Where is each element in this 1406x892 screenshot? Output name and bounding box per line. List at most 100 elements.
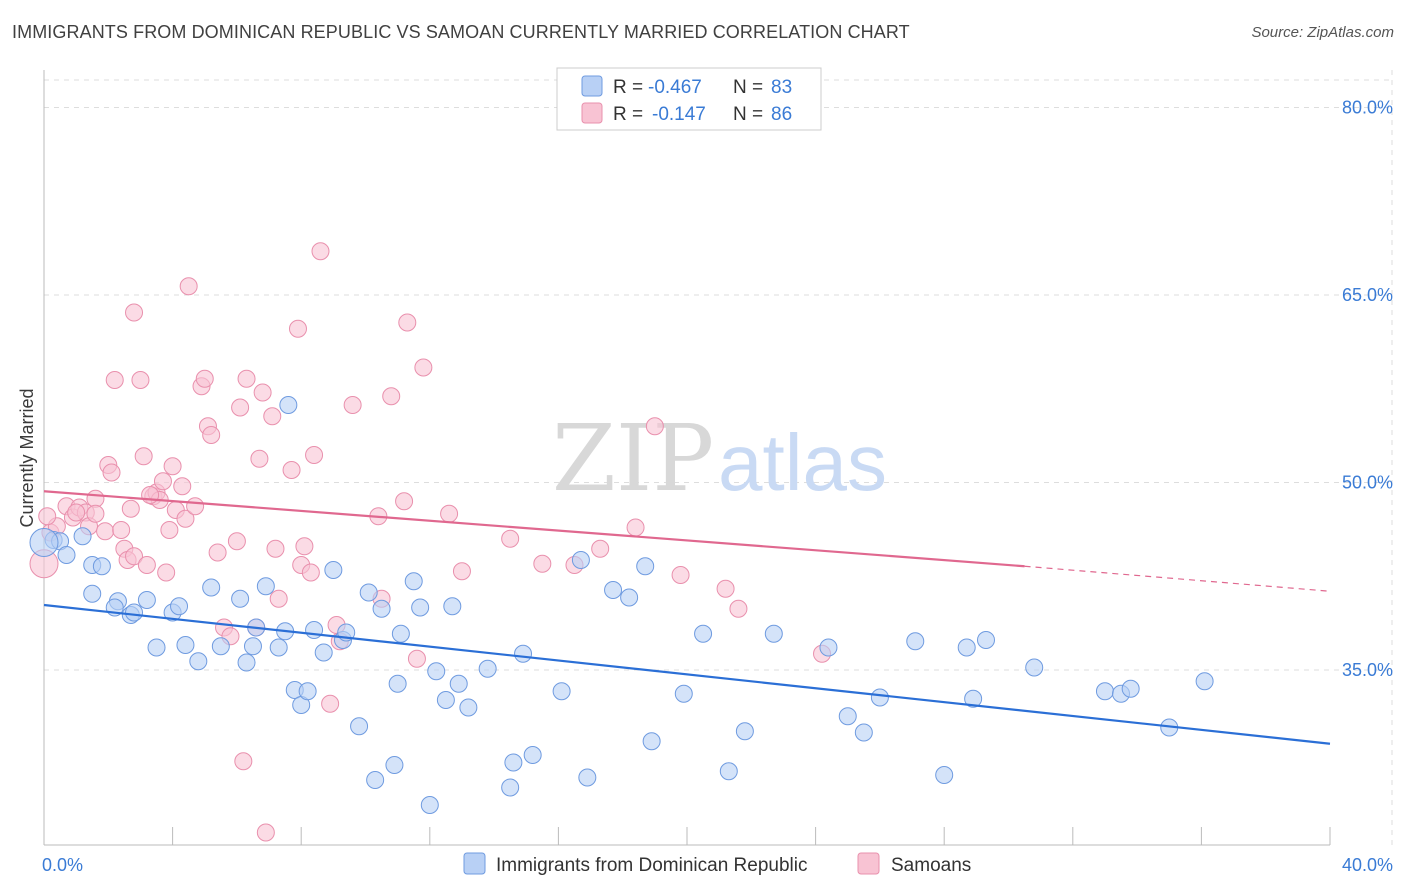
dominican-point-32 bbox=[324, 561, 343, 579]
dominican-point-34 bbox=[350, 717, 369, 736]
samoan-trend-extension bbox=[1024, 565, 1331, 592]
bottom-legend-label-dominican: Immigrants from Dominican Republic bbox=[496, 855, 808, 876]
samoan-point-39 bbox=[208, 543, 227, 562]
samoan-point-21 bbox=[134, 447, 153, 466]
series-legend: Immigrants from Dominican Republic Samoa… bbox=[463, 852, 971, 876]
dominican-point-17 bbox=[202, 578, 221, 597]
samoan-point-85 bbox=[227, 532, 246, 551]
dominican-point-78 bbox=[1121, 679, 1140, 698]
dominican-point-44 bbox=[427, 662, 446, 681]
samoan-point-20 bbox=[131, 371, 150, 389]
dominican-point-16 bbox=[189, 652, 208, 671]
samoan-point-38 bbox=[202, 426, 221, 444]
samoan-point-8 bbox=[86, 489, 105, 508]
dominican-point-49 bbox=[478, 659, 497, 678]
y-axis-label: Currently Married bbox=[17, 388, 37, 527]
samoan-point-34 bbox=[186, 497, 205, 516]
samoan-point-44 bbox=[237, 369, 256, 388]
dominican-point-47 bbox=[449, 674, 468, 693]
samoan-point-33 bbox=[179, 277, 198, 296]
legend-r-label-1: R = bbox=[613, 104, 643, 125]
bottom-legend-swatch-blue bbox=[463, 852, 486, 875]
bottom-legend-label-samoans: Samoans bbox=[891, 855, 971, 876]
bottom-legend-swatch-pink bbox=[857, 852, 880, 875]
samoan-point-72 bbox=[501, 529, 520, 548]
dominican-point-58 bbox=[620, 588, 639, 607]
legend-n-value-0: 83 bbox=[771, 77, 792, 98]
dominican-point-64 bbox=[735, 722, 754, 741]
dominican-point-66 bbox=[819, 638, 838, 657]
dominican-point-52 bbox=[514, 644, 533, 663]
samoan-point-36 bbox=[195, 369, 214, 388]
legend-r-label-0: R = bbox=[613, 77, 643, 98]
dominican-point-43 bbox=[420, 796, 439, 814]
samoan-point-57 bbox=[305, 446, 324, 464]
x-tick-labels: 0.0% 40.0% bbox=[42, 855, 1393, 875]
correlation-legend: R = -0.467 N = 83 R = -0.147 N = 86 bbox=[556, 67, 822, 131]
samoan-point-43 bbox=[234, 752, 253, 771]
samoan-point-47 bbox=[253, 383, 272, 402]
samoan-point-14 bbox=[112, 521, 131, 539]
dominican-point-12 bbox=[147, 638, 166, 657]
dominican-point-31 bbox=[314, 643, 333, 662]
samoan-point-26 bbox=[153, 472, 172, 491]
samoan-point-42 bbox=[231, 398, 250, 417]
dominican-point-37 bbox=[366, 771, 385, 789]
dominican-point-71 bbox=[935, 766, 954, 784]
samoan-point-80 bbox=[729, 599, 748, 618]
dominican-point-23 bbox=[256, 577, 275, 596]
chart-title: IMMIGRANTS FROM DOMINICAN REPUBLIC VS SA… bbox=[12, 22, 910, 42]
samoan-point-19 bbox=[125, 303, 144, 322]
dominican-point-2 bbox=[57, 546, 76, 564]
samoan-point-27 bbox=[157, 563, 176, 582]
samoan-point-49 bbox=[263, 407, 282, 426]
y-tick-labels: 35.0% 50.0% 65.0% 80.0% bbox=[1342, 98, 1393, 681]
axes bbox=[43, 70, 1331, 846]
dominican-point-30 bbox=[305, 621, 324, 639]
samoan-point-22 bbox=[137, 556, 156, 574]
dominican-point-53 bbox=[523, 746, 542, 764]
watermark-zip: ZIP bbox=[552, 405, 714, 512]
dominican-point-57 bbox=[604, 581, 623, 599]
samoan-point-18 bbox=[125, 547, 144, 566]
dominican-point-39 bbox=[388, 674, 407, 693]
dominican-point-29 bbox=[298, 682, 317, 701]
legend-n-label-0: N = bbox=[733, 77, 763, 98]
dominican-point-6 bbox=[83, 584, 102, 603]
samoan-point-66 bbox=[395, 492, 414, 511]
dominican-point-50 bbox=[501, 778, 520, 797]
dominican-point-5 bbox=[92, 557, 111, 576]
samoan-point-75 bbox=[591, 539, 610, 558]
samoan-point-70 bbox=[440, 504, 459, 523]
legend-r-value-0: -0.467 bbox=[648, 77, 702, 98]
dominican-point-14 bbox=[170, 597, 189, 616]
dominican-point-3 bbox=[73, 527, 92, 546]
samoan-point-50 bbox=[266, 539, 285, 558]
dominican-point-48 bbox=[459, 698, 478, 717]
samoan-point-73 bbox=[533, 554, 552, 573]
y-tick-label-0: 35.0% bbox=[1342, 660, 1393, 680]
x-tick-label-1: 40.0% bbox=[1342, 855, 1393, 875]
dominican-point-24 bbox=[269, 638, 288, 657]
samoan-point-31 bbox=[173, 477, 192, 496]
samoan-point-51 bbox=[269, 589, 288, 608]
samoan-point-84 bbox=[141, 486, 160, 504]
dominican-point-70 bbox=[906, 632, 925, 651]
dominican-point-59 bbox=[636, 557, 655, 576]
dominican-point-60 bbox=[642, 732, 661, 751]
dominican-point-76 bbox=[1095, 682, 1114, 701]
dominican-point-63 bbox=[719, 762, 738, 781]
samoan-point-69 bbox=[414, 358, 433, 377]
samoan-point-29 bbox=[163, 457, 182, 476]
samoan-point-65 bbox=[382, 387, 401, 406]
dominican-point-21 bbox=[237, 653, 256, 672]
dominican-point-20 bbox=[243, 637, 262, 656]
legend-swatch-pink bbox=[581, 102, 603, 124]
dominican-point-15 bbox=[176, 636, 195, 654]
legend-r-value-1: -0.147 bbox=[652, 104, 706, 125]
dominican-point-51 bbox=[504, 753, 523, 772]
dominican-point-41 bbox=[404, 572, 423, 591]
trend-lines bbox=[43, 490, 1331, 745]
dominican-point-81 bbox=[29, 528, 59, 557]
